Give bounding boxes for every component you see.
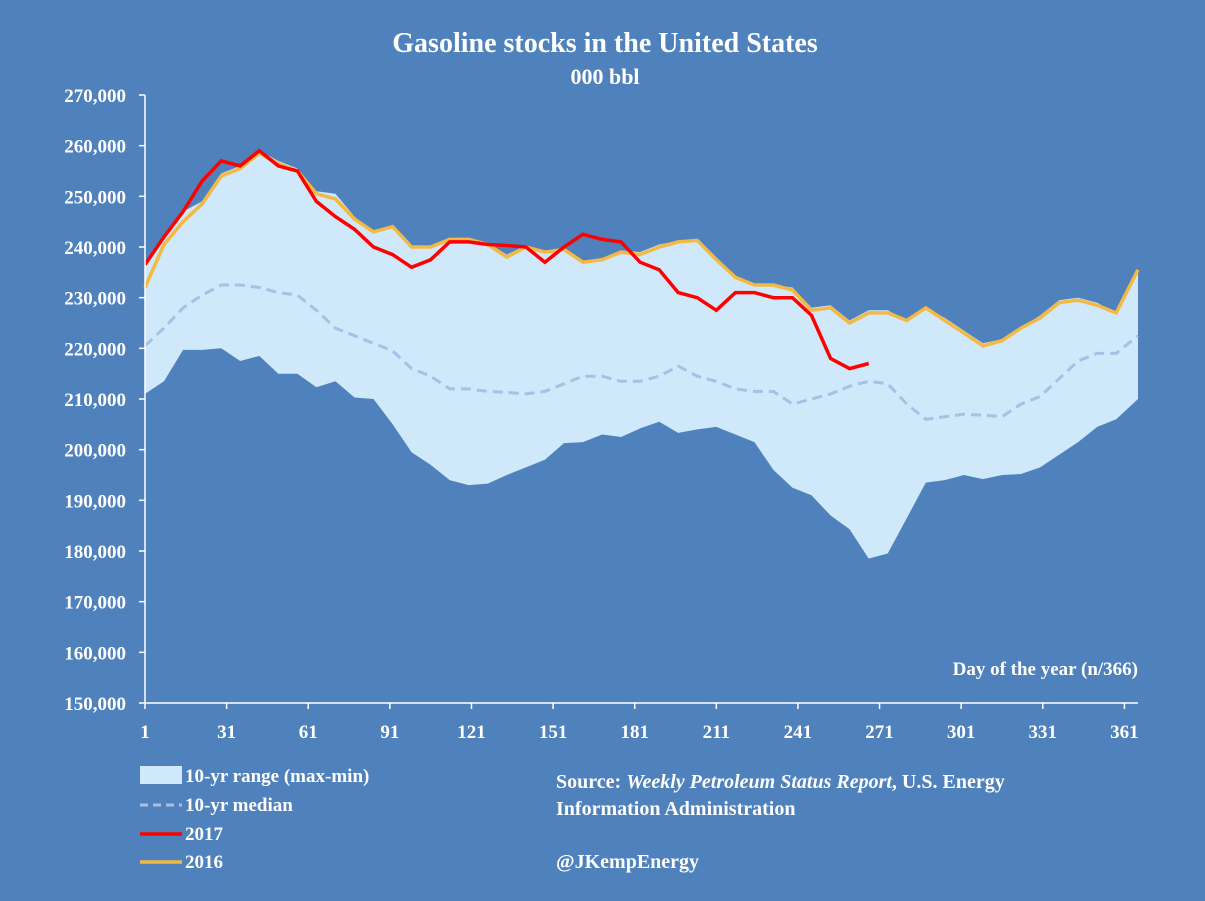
x-tick-group: 1 31 61 91 121 151 181 211 241 271 301 331 361 — [140, 703, 1139, 743]
source-rest: , U.S. Energy — [892, 771, 1005, 793]
source-line-2: Information Administration — [556, 798, 795, 820]
y-tick-label: 240,000 — [64, 238, 126, 259]
source-publication: Weekly Petroleum Status Report — [626, 771, 893, 793]
x-tick-label: 121 — [457, 722, 486, 743]
x-tick-label: 301 — [947, 722, 976, 743]
x-tick-label: 241 — [784, 722, 813, 743]
x-tick-label: 211 — [703, 722, 730, 743]
x-tick-label: 331 — [1029, 722, 1058, 743]
y-tick-label: 250,000 — [64, 187, 126, 208]
x-tick-label: 61 — [299, 722, 318, 743]
x-tick-label: 31 — [217, 722, 236, 743]
legend-label-median: 10-yr median — [185, 795, 293, 816]
source-prefix: Source: — [556, 771, 626, 793]
source-line-1: Source: Weekly Petroleum Status Report, … — [556, 771, 1005, 793]
x-tick-label: 151 — [539, 722, 568, 743]
series-line-2016 — [143, 151, 1140, 348]
legend-swatch-range — [140, 766, 182, 784]
x-tick-label: 181 — [620, 722, 649, 743]
x-tick-label: 361 — [1110, 722, 1139, 743]
legend-label-2016: 2016 — [185, 852, 223, 873]
source-handle: @JKempEnergy — [556, 851, 699, 873]
source-note: Source: Weekly Petroleum Status Report, … — [556, 771, 1005, 873]
x-tick-label: 1 — [140, 722, 150, 743]
plot-area: 150,000 160,000 170,000 180,000 190,000 200,0… — [64, 86, 1140, 743]
y-tick-label: 170,000 — [64, 593, 126, 614]
chart-subtitle: 000 bbl — [570, 64, 639, 89]
range-area — [145, 150, 1138, 559]
chart-title: Gasoline stocks in the United States — [392, 28, 818, 59]
y-tick-label: 260,000 — [64, 137, 126, 158]
legend: 10-yr range (max-min) 10-yr median 2017 … — [140, 766, 369, 873]
y-tick-label: 180,000 — [64, 542, 126, 563]
y-tick-label: 150,000 — [64, 694, 126, 715]
y-tick-label: 270,000 — [64, 86, 126, 107]
x-tick-label: 271 — [865, 722, 894, 743]
x-tick-label: 91 — [380, 722, 399, 743]
x-axis-label: Day of the year (n/366) — [953, 659, 1138, 680]
series-line-median — [143, 283, 1139, 421]
y-tick-label: 190,000 — [64, 491, 126, 512]
y-tick-label: 220,000 — [64, 339, 126, 360]
y-tick-label: 160,000 — [64, 643, 126, 664]
series-line-2017 — [143, 148, 870, 371]
y-tick-label: 210,000 — [64, 390, 126, 411]
legend-label-range: 10-yr range (max-min) — [185, 766, 369, 787]
y-tick-label: 230,000 — [64, 289, 126, 310]
legend-label-2017: 2017 — [185, 824, 224, 845]
y-tick-group: 150,000 160,000 170,000 180,000 190,000 200,0… — [64, 86, 145, 715]
y-tick-label: 200,000 — [64, 441, 126, 462]
